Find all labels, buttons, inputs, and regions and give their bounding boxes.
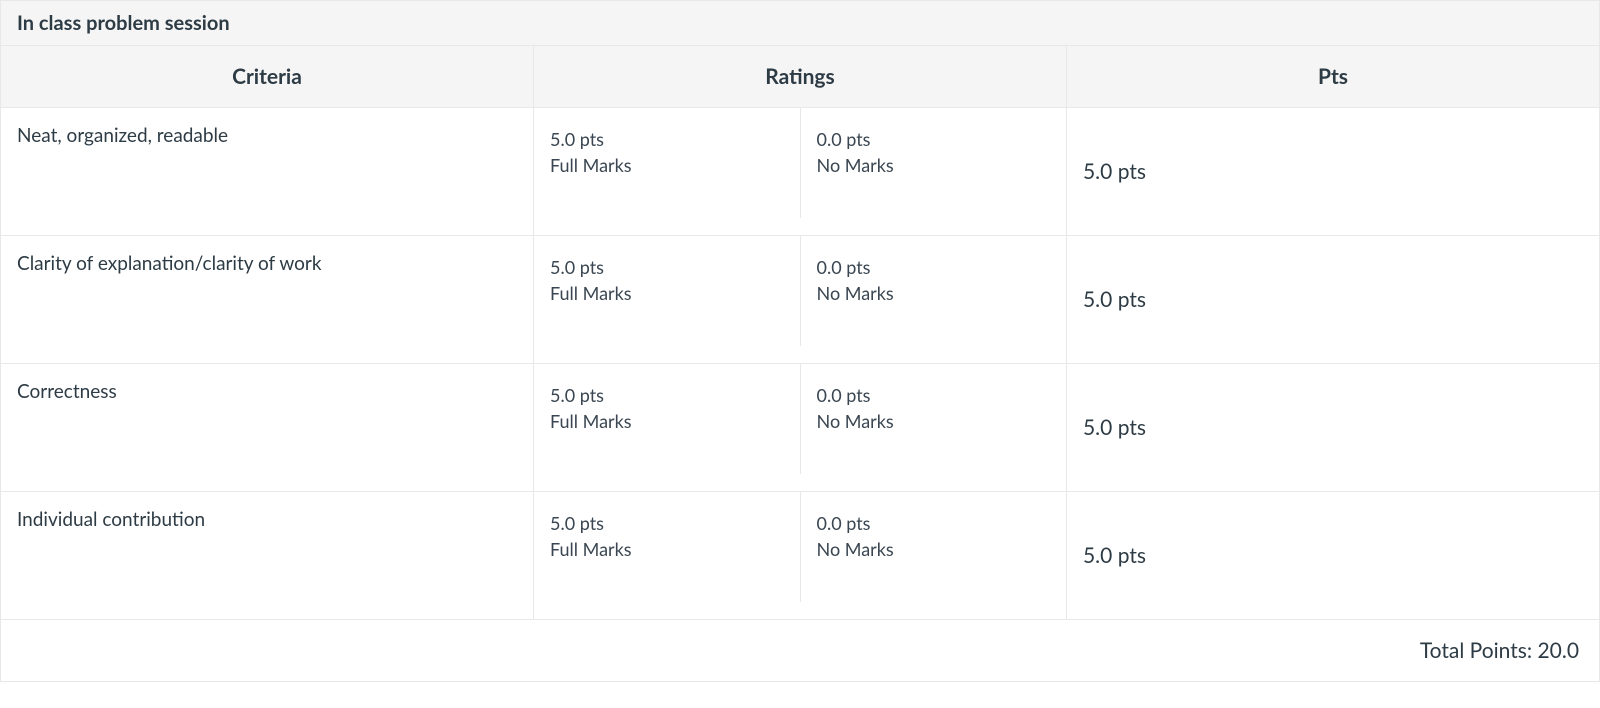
rating-label: Full Marks [550,152,784,178]
ratings-cell: 5.0 pts Full Marks 0.0 pts No Marks [534,108,1067,236]
ratings-cell: 5.0 pts Full Marks 0.0 pts No Marks [534,236,1067,364]
rubric-table: In class problem session Criteria Rating… [0,0,1600,682]
header-criteria: Criteria [1,46,534,108]
rubric-row: Clarity of explanation/clarity of work 5… [1,236,1600,364]
rubric-row: Correctness 5.0 pts Full Marks 0.0 pts N… [1,364,1600,492]
row-points: 5.0 pts [1067,108,1600,236]
rating-option[interactable]: 5.0 pts Full Marks [534,108,801,218]
rating-option[interactable]: 0.0 pts No Marks [801,108,1067,218]
rating-pts: 5.0 pts [550,126,784,152]
ratings-cell: 5.0 pts Full Marks 0.0 pts No Marks [534,492,1067,620]
rubric-title-row: In class problem session [1,1,1600,46]
header-ratings: Ratings [534,46,1067,108]
rating-pts: 5.0 pts [550,510,784,536]
rubric-row: Neat, organized, readable 5.0 pts Full M… [1,108,1600,236]
rating-option[interactable]: 0.0 pts No Marks [801,236,1067,346]
rating-option[interactable]: 5.0 pts Full Marks [534,364,801,474]
criterion-text: Correctness [1,364,534,492]
rating-label: No Marks [817,536,1051,562]
rating-pts: 0.0 pts [817,126,1051,152]
rating-option[interactable]: 5.0 pts Full Marks [534,492,801,602]
rating-label: Full Marks [550,536,784,562]
ratings-inner: 5.0 pts Full Marks 0.0 pts No Marks [534,364,1066,474]
rubric-title: In class problem session [1,1,1600,46]
header-pts: Pts [1067,46,1600,108]
rubric-header-row: Criteria Ratings Pts [1,46,1600,108]
rating-pts: 0.0 pts [817,382,1051,408]
rating-pts: 0.0 pts [817,254,1051,280]
ratings-inner: 5.0 pts Full Marks 0.0 pts No Marks [534,236,1066,346]
row-points: 5.0 pts [1067,236,1600,364]
rating-label: Full Marks [550,280,784,306]
rating-pts: 0.0 pts [817,510,1051,536]
rating-label: No Marks [817,408,1051,434]
rating-option[interactable]: 0.0 pts No Marks [801,492,1067,602]
rating-label: No Marks [817,280,1051,306]
ratings-inner: 5.0 pts Full Marks 0.0 pts No Marks [534,492,1066,602]
rating-label: No Marks [817,152,1051,178]
row-points: 5.0 pts [1067,492,1600,620]
ratings-inner: 5.0 pts Full Marks 0.0 pts No Marks [534,108,1066,218]
rating-pts: 5.0 pts [550,382,784,408]
rating-pts: 5.0 pts [550,254,784,280]
total-points-label: Total Points: 20.0 [1,620,1600,682]
criterion-text: Clarity of explanation/clarity of work [1,236,534,364]
criterion-text: Individual contribution [1,492,534,620]
rubric-row: Individual contribution 5.0 pts Full Mar… [1,492,1600,620]
rating-label: Full Marks [550,408,784,434]
ratings-cell: 5.0 pts Full Marks 0.0 pts No Marks [534,364,1067,492]
criterion-text: Neat, organized, readable [1,108,534,236]
rating-option[interactable]: 5.0 pts Full Marks [534,236,801,346]
total-row: Total Points: 20.0 [1,620,1600,682]
row-points: 5.0 pts [1067,364,1600,492]
rating-option[interactable]: 0.0 pts No Marks [801,364,1067,474]
